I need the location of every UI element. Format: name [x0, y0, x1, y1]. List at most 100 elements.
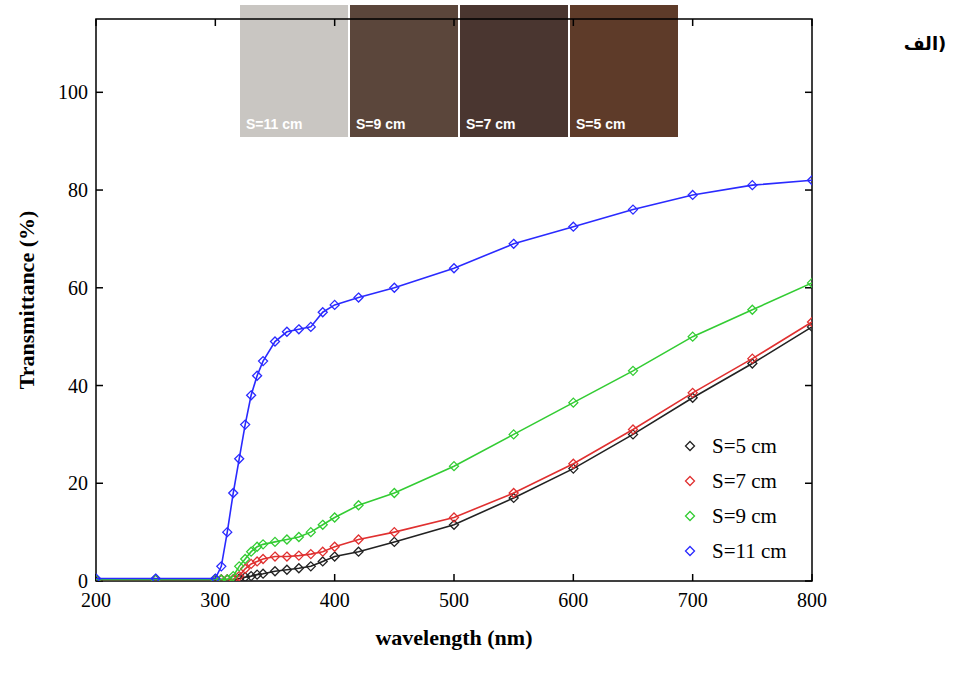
y-tick [805, 385, 812, 387]
data-point [241, 420, 250, 429]
data-point [294, 533, 303, 542]
data-point [569, 222, 578, 231]
data-point [748, 354, 757, 363]
y-tick [96, 189, 103, 191]
legend: S=5 cm S=7 cm S=9 cm S=11 cm [686, 434, 787, 563]
data-point [450, 462, 459, 471]
data-point [569, 459, 578, 468]
x-tick [573, 574, 575, 581]
data-point [318, 308, 327, 317]
legend-marker [686, 442, 695, 451]
data-point [271, 552, 280, 561]
data-point [318, 520, 327, 529]
panel-label: الف) [904, 33, 947, 54]
data-point [271, 337, 280, 346]
data-point [450, 513, 459, 522]
data-point [629, 366, 638, 375]
y-tick [96, 92, 103, 94]
y-tick-label: 60 [68, 277, 88, 299]
legend-label: S=9 cm [712, 504, 777, 528]
x-tick-label: 700 [678, 589, 708, 611]
data-point [688, 332, 697, 341]
y-tick [96, 287, 103, 289]
x-tick-label: 400 [320, 589, 350, 611]
chart: S=11 cmS=9 cmS=7 cmS=5 cm200300400500600… [0, 0, 967, 677]
x-tick [573, 19, 575, 26]
legend-label: S=11 cm [712, 539, 787, 563]
y-tick-label: 80 [68, 179, 88, 201]
data-point [211, 574, 220, 581]
x-tick-label: 300 [200, 589, 230, 611]
y-tick [805, 92, 812, 94]
x-tick [453, 19, 455, 26]
series-line [96, 322, 812, 580]
x-tick [215, 19, 217, 26]
legend-marker [686, 477, 695, 486]
data-point [509, 430, 518, 439]
data-point [282, 565, 291, 574]
y-tick-label: 0 [78, 570, 88, 592]
data-point [688, 388, 697, 397]
data-point [390, 528, 399, 537]
data-point [808, 278, 813, 287]
inset-photo [460, 5, 568, 137]
data-point [569, 398, 578, 407]
y-axis-title: Transmittance (%) [14, 211, 39, 390]
data-point [306, 322, 315, 331]
data-point [259, 555, 268, 564]
x-tick-label: 800 [797, 589, 827, 611]
data-point [330, 300, 339, 309]
data-point [354, 293, 363, 302]
data-point [282, 327, 291, 336]
data-point [253, 371, 262, 380]
x-tick [692, 19, 694, 26]
y-tick [96, 385, 103, 387]
data-point [330, 552, 339, 561]
data-point [259, 540, 268, 549]
legend-marker [686, 512, 695, 521]
data-point [808, 176, 813, 185]
data-point [294, 551, 303, 560]
series-line [96, 327, 812, 580]
x-tick [334, 19, 336, 26]
data-point [247, 391, 256, 400]
data-point [217, 562, 226, 571]
x-tick [692, 574, 694, 581]
data-point [271, 567, 280, 576]
data-point [390, 537, 399, 546]
data-point [450, 264, 459, 273]
data-point [271, 537, 280, 546]
plot-area [96, 176, 812, 581]
data-point [748, 305, 757, 314]
y-tick-label: 100 [58, 81, 88, 103]
inset-photo [570, 5, 678, 137]
x-tick-label: 500 [439, 589, 469, 611]
data-point [629, 425, 638, 434]
inset-photo [240, 5, 348, 137]
data-point [330, 542, 339, 551]
data-point [390, 489, 399, 498]
data-point [229, 489, 238, 498]
x-tick [453, 574, 455, 581]
series-line [96, 180, 812, 578]
data-point [259, 569, 268, 578]
data-point [235, 562, 244, 571]
y-tick-label: 40 [68, 375, 88, 397]
data-point [306, 562, 315, 571]
data-point [259, 357, 268, 366]
data-point [509, 239, 518, 248]
x-tick [811, 19, 813, 26]
y-tick [805, 189, 812, 191]
legend-label: S=7 cm [712, 469, 777, 493]
legend-label: S=5 cm [712, 434, 777, 458]
data-point [330, 513, 339, 522]
x-tick-label: 200 [81, 589, 111, 611]
data-point [235, 454, 244, 463]
data-point [151, 574, 160, 581]
x-tick [334, 574, 336, 581]
data-point [509, 489, 518, 498]
data-point [808, 317, 813, 326]
data-point [223, 528, 232, 537]
inset-label: S=5 cm [576, 116, 625, 132]
data-point [748, 181, 757, 190]
